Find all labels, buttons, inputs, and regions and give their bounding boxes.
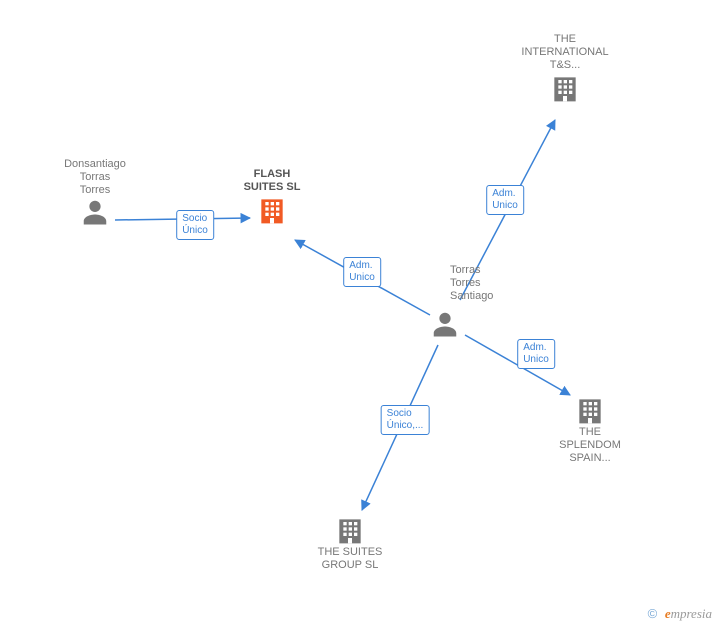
node-label: Torras Torres Santiago <box>450 264 530 303</box>
node-label: THE SUITES GROUP SL <box>300 546 400 572</box>
node-flash_suites[interactable]: FLASH SUITES SL <box>222 168 322 226</box>
edge-label: Adm. Unico <box>486 185 524 215</box>
edge-label: Socio Único,... <box>381 405 430 435</box>
building-icon <box>549 72 581 104</box>
node-suites_group[interactable]: THE SUITES GROUP SL <box>300 514 400 572</box>
node-donsantiago[interactable]: Donsantiago Torras Torres <box>45 158 145 227</box>
edge-label: Adm. Unico <box>343 257 381 287</box>
node-torras_santiago[interactable]: Torras Torres Santiago <box>395 309 495 339</box>
node-splendom[interactable]: THE SPLENDOM SPAIN... <box>540 394 640 465</box>
copyright-symbol: © <box>648 606 658 621</box>
diagram-canvas: Socio Único Adm. Unico Adm. Unico Adm. Unic… <box>0 0 728 630</box>
node-label: FLASH SUITES SL <box>222 168 322 194</box>
building-icon <box>574 394 606 426</box>
node-label: Donsantiago Torras Torres <box>45 158 145 197</box>
watermark: © empresia <box>648 606 712 622</box>
brand-rest: mpresia <box>671 606 712 621</box>
node-label: THE INTERNATIONAL T&S... <box>515 33 615 72</box>
building-icon <box>256 194 288 226</box>
building-icon <box>334 514 366 546</box>
edge-label: Socio Único <box>176 210 214 240</box>
person-icon <box>430 309 460 339</box>
node-label: THE SPLENDOM SPAIN... <box>540 426 640 465</box>
edge-label: Adm. Unico <box>517 339 555 369</box>
node-international_ts[interactable]: THE INTERNATIONAL T&S... <box>515 33 615 104</box>
person-icon <box>80 197 110 227</box>
